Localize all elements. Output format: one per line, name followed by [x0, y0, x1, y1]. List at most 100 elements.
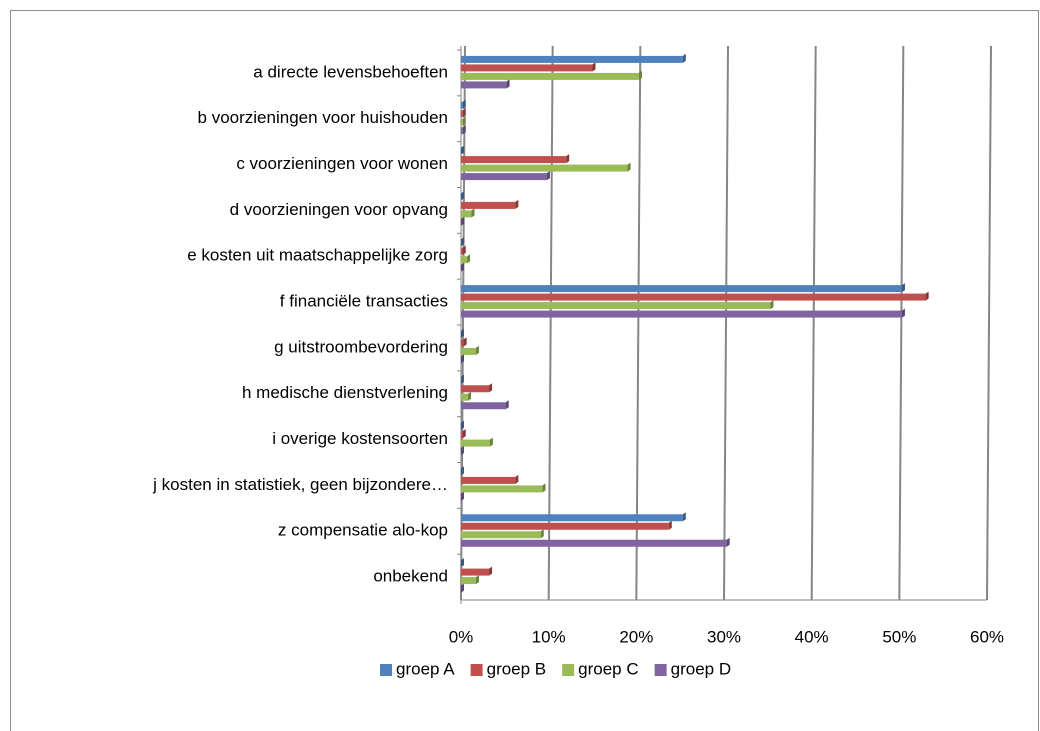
- x-tick-label: 30%: [707, 627, 741, 646]
- bar-side: [468, 391, 472, 401]
- bar: [461, 577, 476, 585]
- grid-line: [986, 45, 992, 601]
- chart-border: [10, 10, 1039, 731]
- y-tick-label: z compensatie alo-kop: [278, 521, 448, 540]
- bar-side: [627, 162, 631, 172]
- x-tick-label: 0%: [449, 627, 474, 646]
- y-tick-label: f financiële transacties: [280, 292, 448, 311]
- bar: [461, 310, 902, 318]
- bar: [461, 156, 567, 164]
- bar-side: [546, 171, 550, 181]
- bar: [461, 81, 507, 89]
- bar-side: [467, 254, 471, 264]
- y-tick-label: i overige kostensoorten: [272, 429, 448, 448]
- bar: [461, 101, 463, 109]
- legend-swatch: [654, 664, 667, 676]
- legend-swatch: [562, 664, 575, 676]
- bar-side: [461, 145, 464, 155]
- bar: [461, 110, 463, 118]
- bar-side: [463, 337, 467, 347]
- bar-side: [461, 446, 464, 456]
- bar-side: [461, 558, 464, 568]
- bar-side: [489, 566, 493, 576]
- x-tick-label: 20%: [619, 627, 653, 646]
- bar-side: [726, 537, 730, 547]
- bar: [461, 431, 463, 439]
- bar-side: [638, 70, 642, 80]
- bar: [461, 173, 547, 181]
- bar-side: [461, 420, 464, 430]
- y-tick-label: b voorzieningen voor huishouden: [198, 108, 448, 127]
- bar-side: [489, 383, 493, 393]
- bar-side: [461, 237, 464, 247]
- y-tick-label: d voorzieningen voor opvang: [230, 200, 448, 219]
- x-tick-label: 10%: [532, 627, 566, 646]
- bar-side: [461, 354, 464, 364]
- bar: [461, 531, 541, 539]
- bar-side: [461, 583, 464, 593]
- bar-side: [592, 62, 596, 72]
- grid-line: [635, 45, 642, 601]
- bar: [461, 256, 468, 264]
- bar-side: [475, 345, 479, 355]
- bar-side: [462, 429, 466, 439]
- bar-side: [505, 400, 509, 410]
- bar: [461, 402, 506, 410]
- bar-side: [462, 245, 466, 255]
- bar-side: [506, 79, 510, 89]
- bar: [461, 164, 628, 172]
- bar-side: [462, 116, 466, 126]
- bar: [461, 127, 463, 135]
- bar: [461, 302, 771, 310]
- bar-side: [542, 483, 546, 493]
- bar: [461, 568, 490, 576]
- bar: [461, 55, 683, 63]
- y-tick-label: c voorzieningen voor wonen: [236, 154, 448, 173]
- legend-label: groep A: [396, 659, 455, 678]
- bar: [461, 72, 639, 80]
- grid-line: [723, 45, 729, 601]
- legend-label: groep B: [487, 659, 547, 678]
- bar-side: [475, 575, 479, 585]
- bar-side: [462, 108, 466, 118]
- bar-side: [901, 283, 905, 293]
- grid-line: [547, 45, 554, 601]
- bar: [461, 539, 727, 547]
- legend-label: groep C: [578, 659, 638, 678]
- bar-side: [901, 308, 905, 318]
- bar: [461, 339, 464, 347]
- bar-side: [461, 191, 464, 201]
- bar: [461, 201, 516, 209]
- bar: [461, 347, 476, 355]
- bar: [461, 385, 490, 393]
- bar: [461, 118, 463, 126]
- y-tick-label: a directe levensbehoeften: [253, 62, 448, 81]
- bar-side: [461, 491, 464, 501]
- legend-swatch: [380, 664, 392, 676]
- bar-side: [682, 512, 686, 522]
- bar-side: [668, 520, 672, 530]
- bar: [461, 393, 469, 401]
- legend-swatch: [470, 664, 483, 676]
- bar-side: [462, 125, 466, 135]
- grid-line: [460, 45, 466, 601]
- bar-side: [461, 466, 464, 476]
- bar-side: [471, 208, 475, 218]
- bar: [461, 522, 669, 530]
- x-tick-label: 40%: [795, 627, 829, 646]
- bar-side: [461, 262, 464, 272]
- bar: [461, 514, 683, 522]
- bar-side: [566, 154, 570, 164]
- bar-side: [682, 53, 686, 63]
- x-tick-label: 50%: [882, 627, 916, 646]
- legend-label: groep D: [671, 659, 731, 678]
- bar: [461, 210, 472, 218]
- bar-side: [462, 99, 466, 109]
- bar-side: [770, 300, 774, 310]
- bar: [461, 285, 902, 293]
- grid-line: [810, 45, 817, 601]
- bar-side: [461, 328, 464, 338]
- y-tick-label: onbekend: [373, 567, 448, 586]
- y-tick-label: g uitstroombevordering: [274, 337, 448, 356]
